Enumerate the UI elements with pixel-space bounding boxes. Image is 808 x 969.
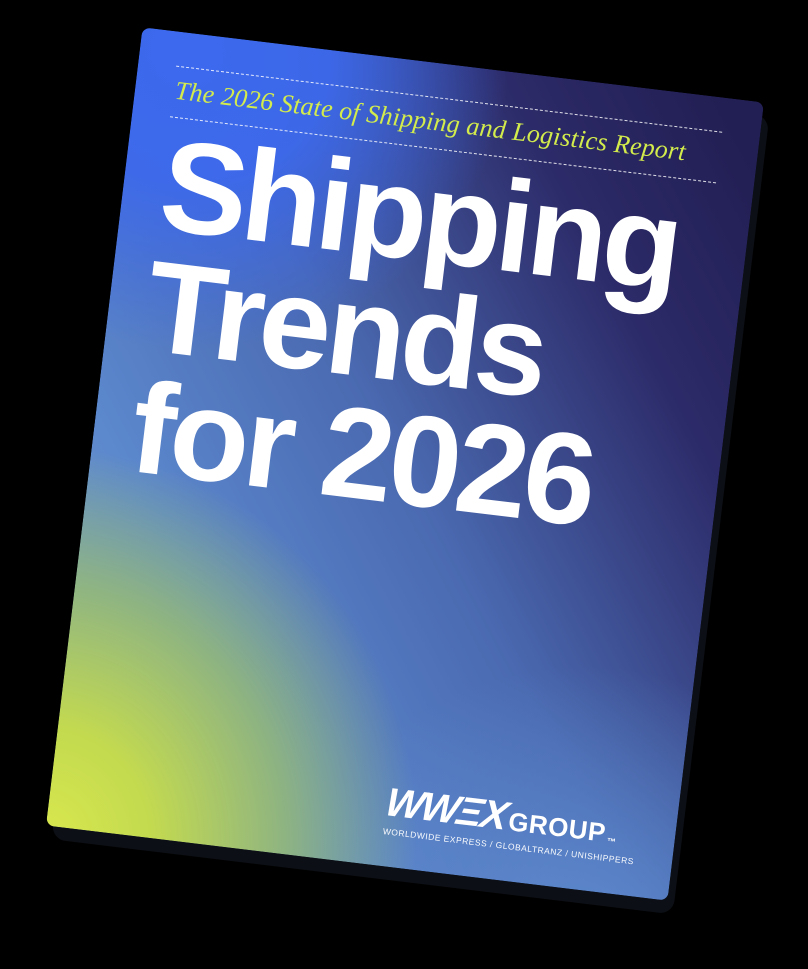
- cover-content: The 2026 State of Shipping and Logistics…: [46, 27, 764, 900]
- trademark-symbol: ™: [606, 836, 617, 848]
- wwex-group-logo: WWΞX GROUP ™ WORLDWIDE EXPRESS / GLOBALT…: [381, 781, 639, 867]
- report-cover: The 2026 State of Shipping and Logistics…: [45, 27, 765, 901]
- logo-suffix: GROUP: [506, 806, 608, 848]
- report-title: Shipping Trends for 2026: [124, 111, 715, 554]
